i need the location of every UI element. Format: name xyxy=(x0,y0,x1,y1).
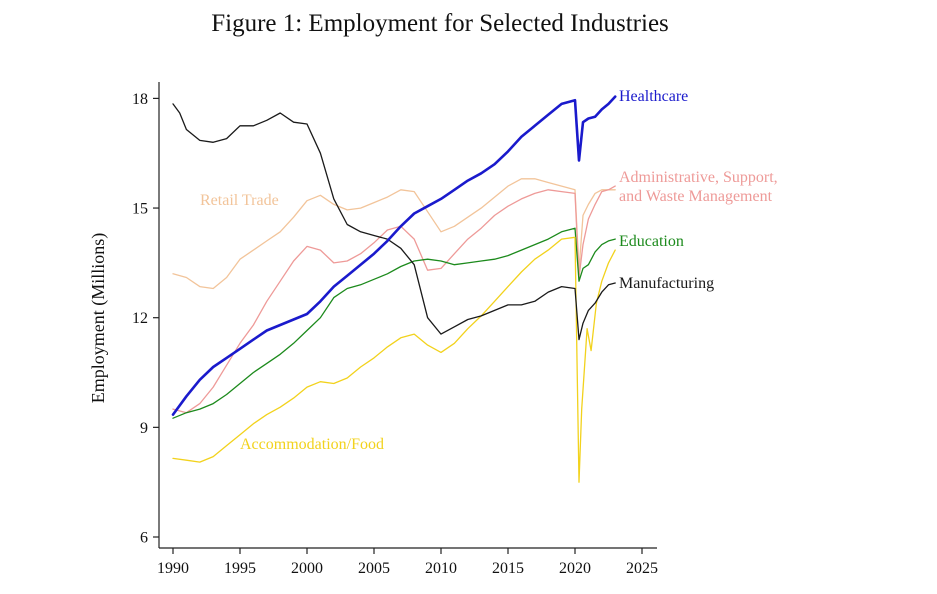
series-label-administrative-support-and-waste-management: Administrative, Support, xyxy=(619,169,778,186)
series-line-administrative-support-and-waste-management xyxy=(172,185,616,414)
y-tick-label: 6 xyxy=(140,530,148,547)
series-line-education xyxy=(172,227,616,419)
x-tick-label: 1995 xyxy=(224,560,256,577)
x-tick-label: 2015 xyxy=(492,560,524,577)
series-line-accommodation-food xyxy=(172,236,616,483)
series-label-healthcare: Healthcare xyxy=(619,88,688,105)
chart-title: Figure 1: Employment for Selected Indust… xyxy=(211,10,669,37)
y-axis-ticks: 6 9 12 15 18 xyxy=(132,91,159,547)
x-tick-label: 2005 xyxy=(358,560,390,577)
series-label-administrative-support-and-waste-management: and Waste Management xyxy=(619,188,773,205)
y-tick-label: 9 xyxy=(140,420,148,437)
series-label-accommodation-food: Accommodation/Food xyxy=(240,436,384,453)
x-tick-label: 2020 xyxy=(559,560,591,577)
series-label-education: Education xyxy=(619,233,684,250)
series-labels: Healthcare Administrative, Support, and Wa… xyxy=(200,88,778,453)
x-tick-label: 1990 xyxy=(157,560,189,577)
series-lines xyxy=(171,95,617,483)
series-label-retail-trade: Retail Trade xyxy=(200,192,279,209)
series-line-healthcare xyxy=(171,95,617,416)
x-axis-ticks: 1990 1995 2000 2005 2010 2015 2020 2025 xyxy=(157,548,658,577)
y-tick-label: 18 xyxy=(132,91,148,108)
series-label-manufacturing: Manufacturing xyxy=(619,275,714,292)
x-tick-label: 2025 xyxy=(626,560,658,577)
series-line-manufacturing xyxy=(172,103,616,341)
y-tick-label: 12 xyxy=(132,310,148,327)
x-tick-label: 2000 xyxy=(291,560,323,577)
y-tick-label: 15 xyxy=(132,201,148,218)
y-axis-label: Employment (Millions) xyxy=(88,233,109,404)
x-tick-label: 2010 xyxy=(425,560,457,577)
